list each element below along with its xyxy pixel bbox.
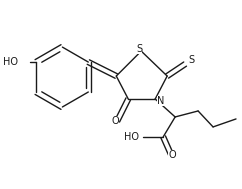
Text: HO: HO (124, 132, 139, 142)
Text: N: N (157, 96, 165, 106)
Text: O: O (168, 150, 176, 160)
Text: S: S (188, 55, 194, 65)
Text: HO: HO (3, 57, 18, 67)
Text: O: O (112, 116, 119, 126)
Text: S: S (136, 44, 142, 54)
